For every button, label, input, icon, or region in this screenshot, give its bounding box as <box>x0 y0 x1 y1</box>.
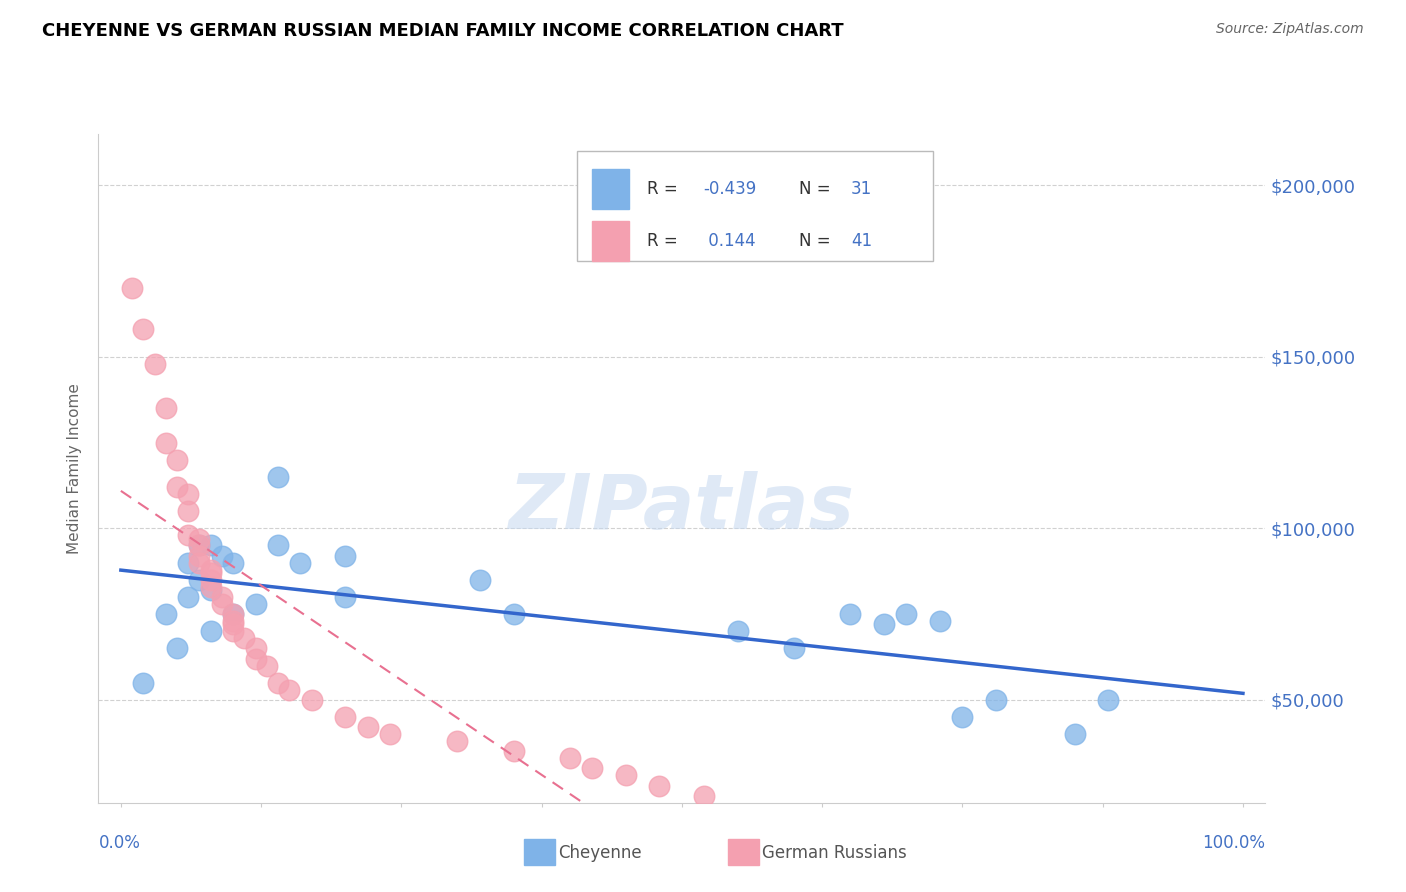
Point <box>155 607 177 621</box>
Point <box>446 734 468 748</box>
Point <box>581 762 603 776</box>
Point <box>211 590 233 604</box>
Point <box>177 528 200 542</box>
Point <box>984 693 1007 707</box>
Point <box>1097 693 1119 707</box>
Point <box>222 614 245 628</box>
Point <box>188 532 211 546</box>
Point <box>648 779 671 793</box>
Text: R =: R = <box>647 232 683 250</box>
Point <box>166 452 188 467</box>
Point <box>267 539 290 553</box>
Point <box>783 641 806 656</box>
Point <box>121 281 143 295</box>
Point <box>222 624 245 639</box>
Point <box>1063 727 1085 741</box>
Text: 0.144: 0.144 <box>703 232 755 250</box>
Text: R =: R = <box>647 180 683 198</box>
Text: CHEYENNE VS GERMAN RUSSIAN MEDIAN FAMILY INCOME CORRELATION CHART: CHEYENNE VS GERMAN RUSSIAN MEDIAN FAMILY… <box>42 22 844 40</box>
Point <box>335 590 357 604</box>
Point <box>335 549 357 563</box>
Point <box>155 435 177 450</box>
Point <box>177 487 200 501</box>
Point <box>245 641 267 656</box>
Point <box>166 641 188 656</box>
Point <box>502 607 524 621</box>
Point <box>188 539 211 553</box>
FancyBboxPatch shape <box>592 221 630 260</box>
Point <box>896 607 918 621</box>
Point <box>301 693 323 707</box>
Point <box>188 573 211 587</box>
Point <box>839 607 862 621</box>
Point <box>378 727 402 741</box>
Point <box>132 322 155 336</box>
Point <box>290 556 312 570</box>
Text: N =: N = <box>799 232 835 250</box>
Point <box>468 573 491 587</box>
Point <box>166 480 188 494</box>
Point <box>177 556 200 570</box>
Point <box>558 751 581 765</box>
Point <box>200 562 222 576</box>
Text: N =: N = <box>799 180 835 198</box>
Point <box>222 607 245 621</box>
Point <box>188 556 211 570</box>
Text: -0.439: -0.439 <box>703 180 756 198</box>
Point <box>245 597 267 611</box>
Y-axis label: Median Family Income: Median Family Income <box>67 383 83 554</box>
Point <box>200 580 222 594</box>
Point <box>222 556 245 570</box>
Point <box>177 590 200 604</box>
Point <box>245 651 267 665</box>
Point <box>200 624 222 639</box>
FancyBboxPatch shape <box>576 151 932 261</box>
Point <box>873 617 896 632</box>
Point <box>211 549 233 563</box>
FancyBboxPatch shape <box>592 169 630 209</box>
Point <box>132 675 155 690</box>
Point <box>502 744 524 758</box>
Point <box>233 631 256 645</box>
Point <box>200 566 222 580</box>
Point <box>727 624 749 639</box>
Point <box>335 710 357 724</box>
Point <box>200 573 222 587</box>
Point <box>357 720 380 734</box>
Point <box>177 504 200 518</box>
Point <box>222 617 245 632</box>
Point <box>200 539 222 553</box>
Text: ZIPatlas: ZIPatlas <box>509 472 855 545</box>
Point <box>211 597 233 611</box>
Point <box>929 614 952 628</box>
Text: 100.0%: 100.0% <box>1202 834 1265 852</box>
Text: 31: 31 <box>851 180 872 198</box>
Text: 41: 41 <box>851 232 872 250</box>
Point <box>155 401 177 416</box>
Point <box>222 607 245 621</box>
Point <box>188 549 211 563</box>
Text: German Russians: German Russians <box>762 844 907 862</box>
Point <box>267 470 290 484</box>
Point <box>614 768 637 782</box>
Text: Source: ZipAtlas.com: Source: ZipAtlas.com <box>1216 22 1364 37</box>
Point <box>693 789 716 803</box>
Text: Cheyenne: Cheyenne <box>558 844 641 862</box>
Point <box>256 658 278 673</box>
Point <box>267 675 290 690</box>
Point <box>278 682 301 697</box>
Point <box>188 539 211 553</box>
Point <box>200 583 222 598</box>
Point <box>143 357 166 371</box>
Text: 0.0%: 0.0% <box>98 834 141 852</box>
Point <box>952 710 974 724</box>
